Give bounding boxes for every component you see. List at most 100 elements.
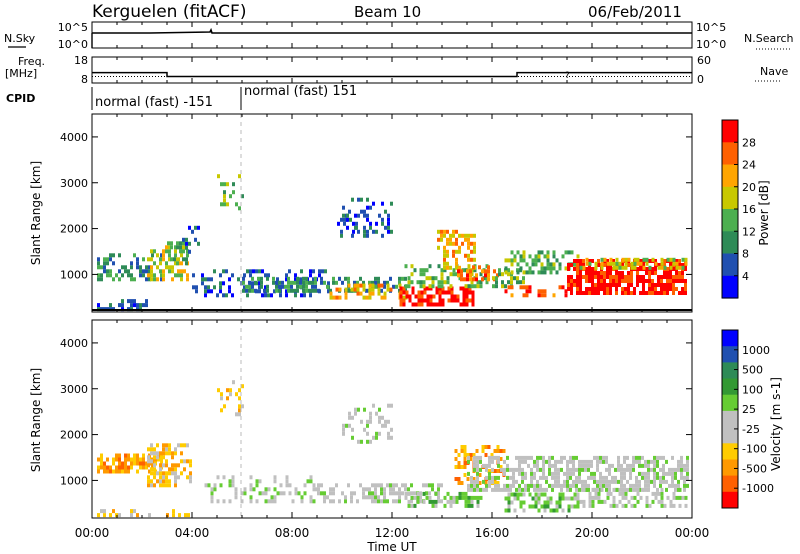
colorbar-tick-label: 1000 xyxy=(742,344,770,357)
scatter-cell xyxy=(167,241,170,246)
scatter-cell xyxy=(633,495,637,500)
scatter-cell xyxy=(154,457,157,462)
scatter-cell xyxy=(437,284,441,289)
scatter-cell xyxy=(150,443,153,448)
scatter-cell xyxy=(648,265,652,270)
scatter-cell xyxy=(356,283,360,288)
scatter-cell xyxy=(384,209,387,214)
scatter-cell xyxy=(285,479,289,484)
scatter-cell xyxy=(416,499,420,504)
scatter-cell xyxy=(148,469,151,474)
scatter-cell xyxy=(618,265,622,270)
scatter-cell xyxy=(657,265,661,270)
scatter-cell xyxy=(534,496,538,501)
scatter-cell xyxy=(413,491,416,496)
scatter-cell xyxy=(609,503,613,508)
scatter-cell xyxy=(150,273,153,278)
scatter-cell xyxy=(470,499,474,504)
scatter-cell xyxy=(103,513,106,518)
scatter-cell xyxy=(177,475,180,480)
scatter-cell xyxy=(608,471,611,476)
scatter-cell xyxy=(299,284,302,289)
scatter-cell xyxy=(467,483,470,488)
scatter-cell xyxy=(422,280,426,285)
scatter-cell xyxy=(377,291,381,296)
scatter-cell xyxy=(174,471,177,476)
scatter-cell xyxy=(384,419,387,424)
scatter-cell xyxy=(513,492,517,497)
scatter-cell xyxy=(383,499,386,504)
scatter-cell xyxy=(395,284,398,289)
scatter-cell xyxy=(452,272,456,277)
scatter-cell xyxy=(557,475,560,480)
scatter-cell xyxy=(591,287,594,291)
scatter-cell xyxy=(162,463,165,468)
scatter-cell xyxy=(632,487,635,492)
scatter-cell xyxy=(660,261,664,266)
scatter-cell xyxy=(591,271,594,275)
scatter-cell xyxy=(408,294,412,299)
scatter-cell xyxy=(453,298,457,303)
scatter-cell xyxy=(248,280,251,285)
scatter-cell xyxy=(615,265,619,270)
scatter-cell xyxy=(468,298,472,303)
xtick-label: 00:00 xyxy=(75,526,110,540)
scatter-cell xyxy=(446,237,449,242)
scatter-cell xyxy=(423,290,427,295)
scatter-cell xyxy=(591,259,594,263)
scatter-cell xyxy=(171,451,174,456)
scatter-cell xyxy=(106,269,109,274)
scatter-cell xyxy=(683,467,686,472)
scatter-cell xyxy=(398,276,401,281)
scatter-cell xyxy=(584,463,587,468)
scatter-cell xyxy=(666,291,669,295)
scatter-cell xyxy=(516,270,520,275)
scatter-cell xyxy=(614,479,617,484)
scatter-cell xyxy=(402,290,406,295)
scatter-cell xyxy=(220,408,223,413)
scatter-cell xyxy=(174,253,177,258)
scatter-cell xyxy=(564,250,568,255)
scatter-cell xyxy=(600,287,603,291)
scatter-cell xyxy=(452,233,455,238)
scatter-cell xyxy=(243,273,246,278)
scatter-cell xyxy=(327,281,330,286)
scatter-cell xyxy=(624,265,628,270)
scatter-cell xyxy=(629,463,632,468)
scatter-cell xyxy=(537,250,541,255)
scatter-cell xyxy=(428,495,432,500)
scatter-cell xyxy=(165,463,168,468)
scatter-cell xyxy=(585,257,589,262)
scatter-cell xyxy=(599,483,602,488)
scatter-cell xyxy=(377,483,380,488)
scatter-cell xyxy=(299,280,302,285)
scatter-cell xyxy=(519,258,523,263)
scatter-cell xyxy=(515,467,518,472)
scatter-cell xyxy=(372,229,375,234)
scatter-cell xyxy=(450,294,454,299)
scatter-cell xyxy=(621,287,624,291)
scatter-cell xyxy=(201,281,204,286)
scatter-cell xyxy=(437,237,440,242)
scatter-cell xyxy=(375,435,378,440)
scatter-cell xyxy=(157,457,160,462)
scatter-cell xyxy=(570,287,573,291)
scatter-cell xyxy=(582,487,586,492)
scatter-cell xyxy=(545,487,548,492)
scatter-cell xyxy=(441,302,445,307)
scatter-cell xyxy=(450,298,454,303)
scatter-cell xyxy=(100,509,103,514)
scatter-cell xyxy=(302,280,305,285)
scatter-cell xyxy=(581,483,584,488)
scatter-cell xyxy=(636,279,639,283)
scatter-cell xyxy=(585,271,588,275)
scatter-cell xyxy=(681,279,684,283)
scatter-cell xyxy=(663,503,667,508)
scatter-cell xyxy=(588,503,592,508)
scatter-cell xyxy=(496,449,500,453)
scatter-cell xyxy=(473,257,476,262)
scatter-cell xyxy=(491,479,494,484)
scatter-cell xyxy=(470,284,474,289)
scatter-cell xyxy=(612,499,616,504)
